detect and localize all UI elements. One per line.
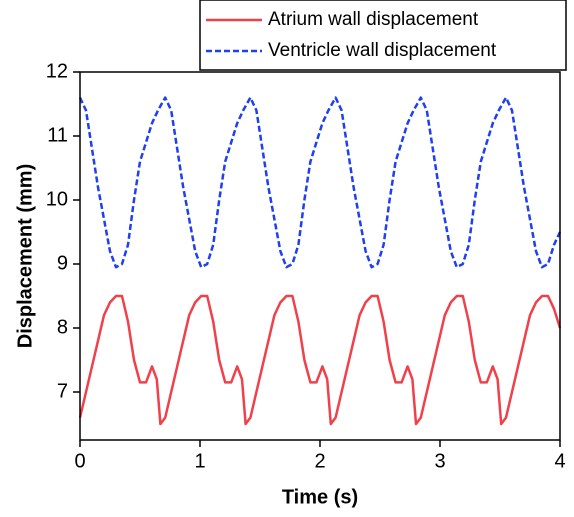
x-tick-label: 3 [434, 450, 445, 472]
legend-label: Ventricle wall displacement [268, 40, 497, 61]
y-tick-label: 12 [46, 60, 68, 82]
x-tick-label: 4 [554, 450, 565, 472]
legend-box [199, 0, 567, 71]
y-tick-label: 10 [46, 188, 68, 210]
x-tick-label: 0 [74, 450, 85, 472]
legend-label: Atrium wall displacement [268, 9, 479, 30]
y-tick-label: 8 [57, 316, 68, 338]
series-line [78, 294, 562, 426]
x-tick-label: 2 [314, 450, 325, 472]
x-axis-label: Time (s) [282, 486, 358, 508]
y-axis-label: Displacement (mm) [14, 164, 36, 349]
y-tick-label: 11 [47, 124, 68, 146]
x-tick-label: 1 [194, 450, 205, 472]
y-tick-label: 7 [57, 380, 68, 402]
plot-frame [79, 71, 561, 441]
series-line [78, 96, 562, 269]
y-tick-label: 9 [57, 252, 68, 274]
